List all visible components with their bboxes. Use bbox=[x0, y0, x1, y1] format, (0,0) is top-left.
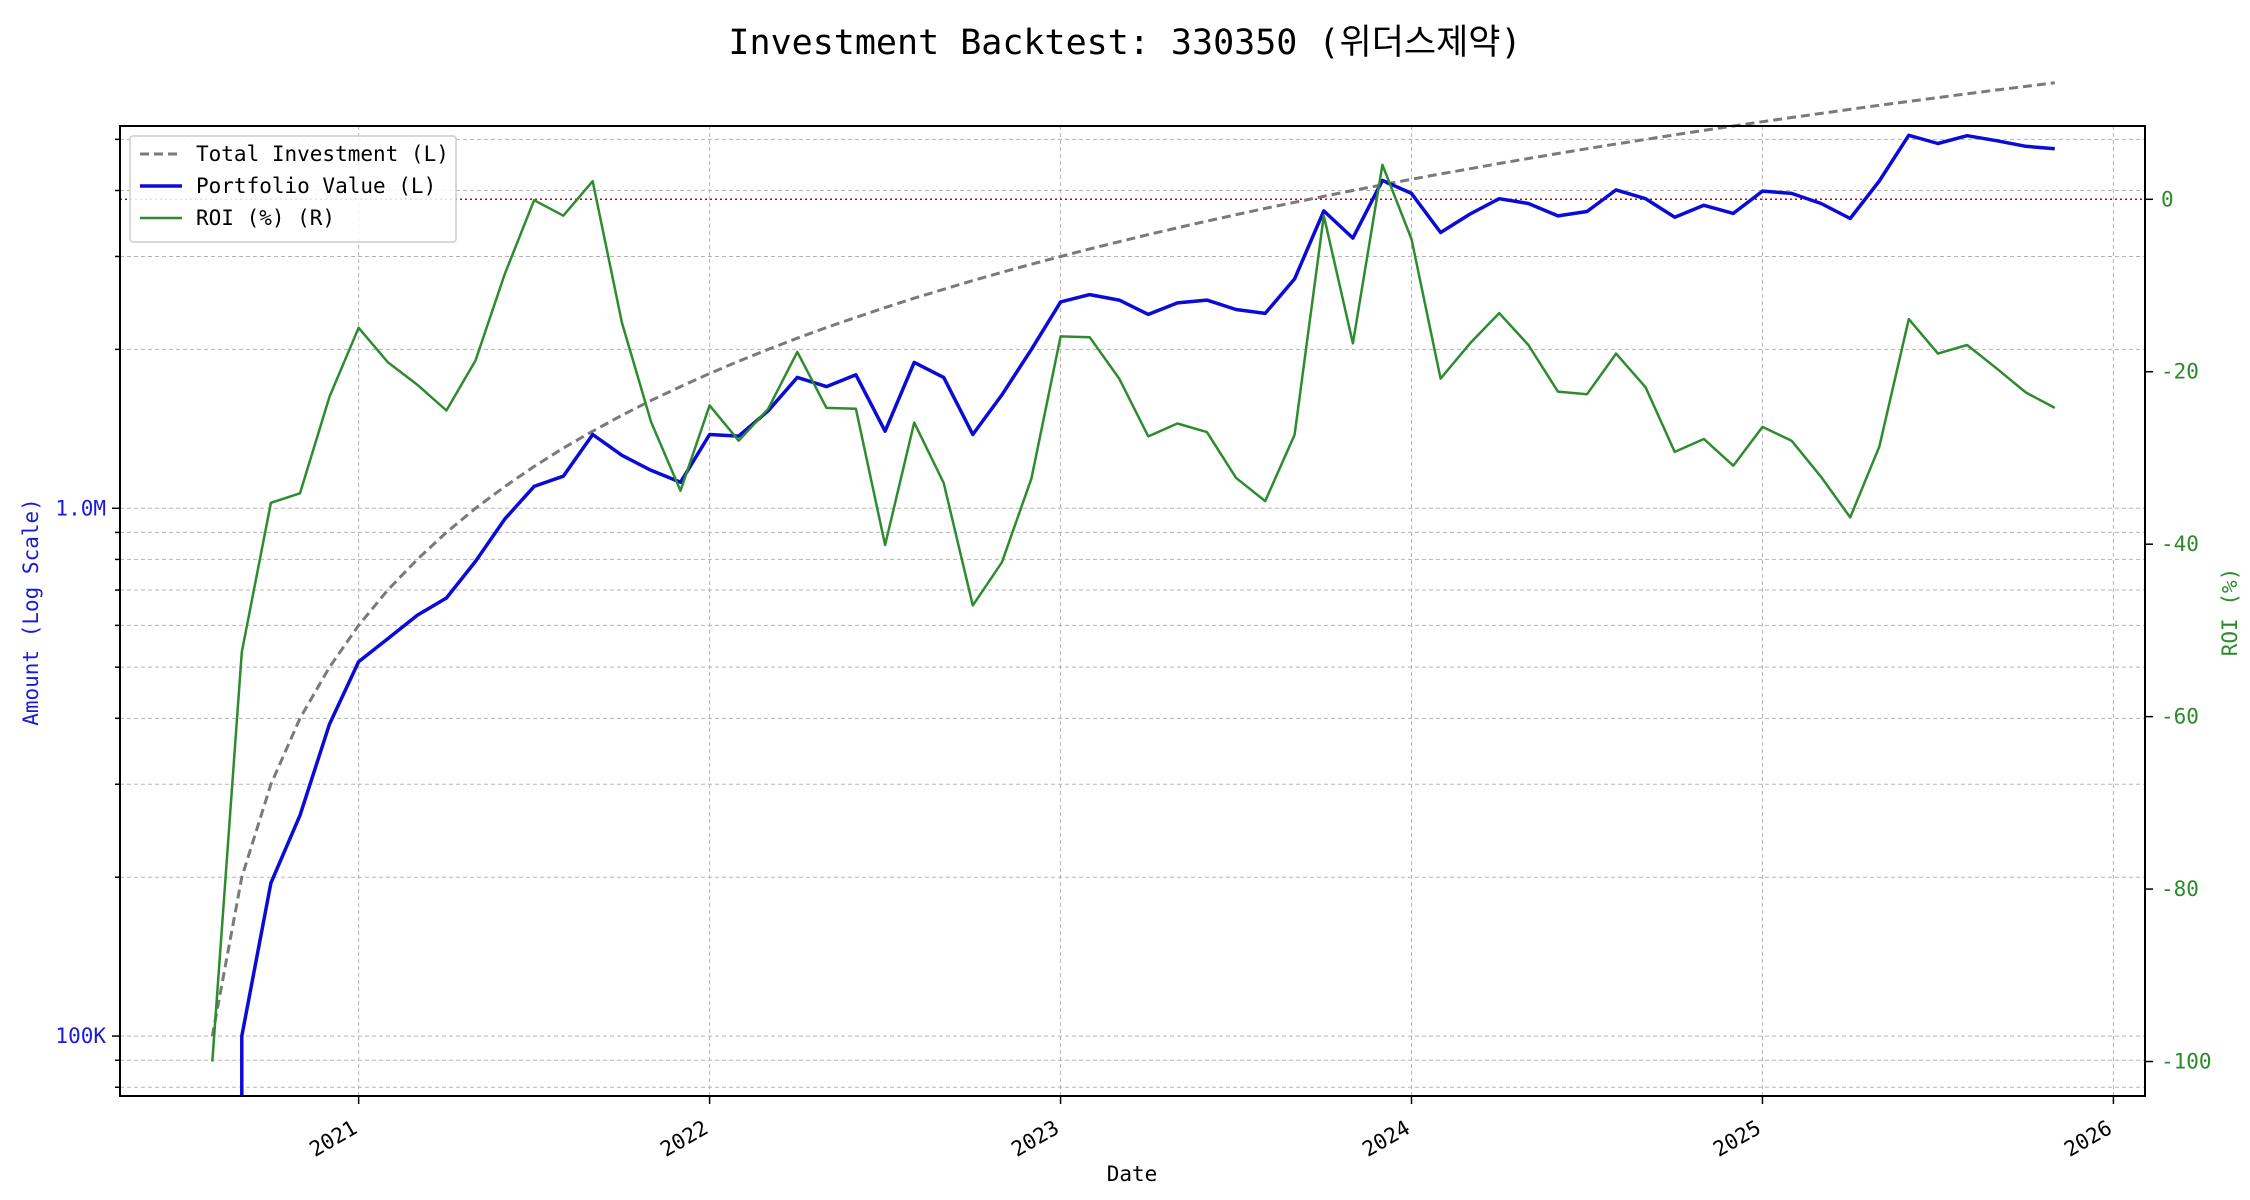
right-axis-label: ROI (%) bbox=[2218, 568, 2242, 657]
plot-frame bbox=[119, 125, 2146, 1097]
legend-label: Portfolio Value (L) bbox=[196, 174, 436, 198]
legend-label: ROI (%) (R) bbox=[196, 206, 335, 230]
right-tick-label: -40 bbox=[2161, 532, 2199, 556]
left-tick-label: 100K bbox=[55, 1024, 106, 1048]
x-tick-label: 2025 bbox=[1709, 1116, 1765, 1162]
x-tick-label: 2022 bbox=[656, 1116, 712, 1162]
x-tick-label: 2021 bbox=[305, 1116, 361, 1162]
x-axis-label: Date bbox=[1107, 1162, 1158, 1186]
series-layer bbox=[210, 81, 2056, 1096]
left-axis-label: Amount (Log Scale) bbox=[19, 498, 43, 726]
right-tick-label: -20 bbox=[2161, 360, 2199, 384]
total-investment-line bbox=[210, 81, 2055, 1037]
portfolio-value-line bbox=[240, 133, 2055, 1096]
roi-line bbox=[211, 163, 2056, 1062]
right-tick-label: -60 bbox=[2161, 705, 2199, 729]
ticks-layer: 100K 1.0M 0 -20 -40 -60 -80 -100 2021 2022 2023 202… bbox=[55, 138, 2212, 1162]
chart-title: Investment Backtest: 330350 (위더스제약) bbox=[728, 23, 1522, 63]
right-tick-label: -80 bbox=[2161, 877, 2199, 901]
right-tick-label: 0 bbox=[2161, 187, 2174, 211]
x-tick-label: 2024 bbox=[1358, 1116, 1414, 1162]
legend: Total Investment (L) Portfolio Value (L) R… bbox=[129, 135, 457, 243]
legend-box bbox=[129, 135, 457, 243]
right-tick-label: -100 bbox=[2161, 1050, 2212, 1074]
x-tick-label: 2023 bbox=[1007, 1116, 1063, 1162]
x-tick-label: 2026 bbox=[2060, 1116, 2116, 1162]
legend-label: Total Investment (L) bbox=[196, 142, 449, 166]
left-tick-label: 1.0M bbox=[55, 496, 106, 520]
grid-layer bbox=[120, 126, 2145, 1096]
